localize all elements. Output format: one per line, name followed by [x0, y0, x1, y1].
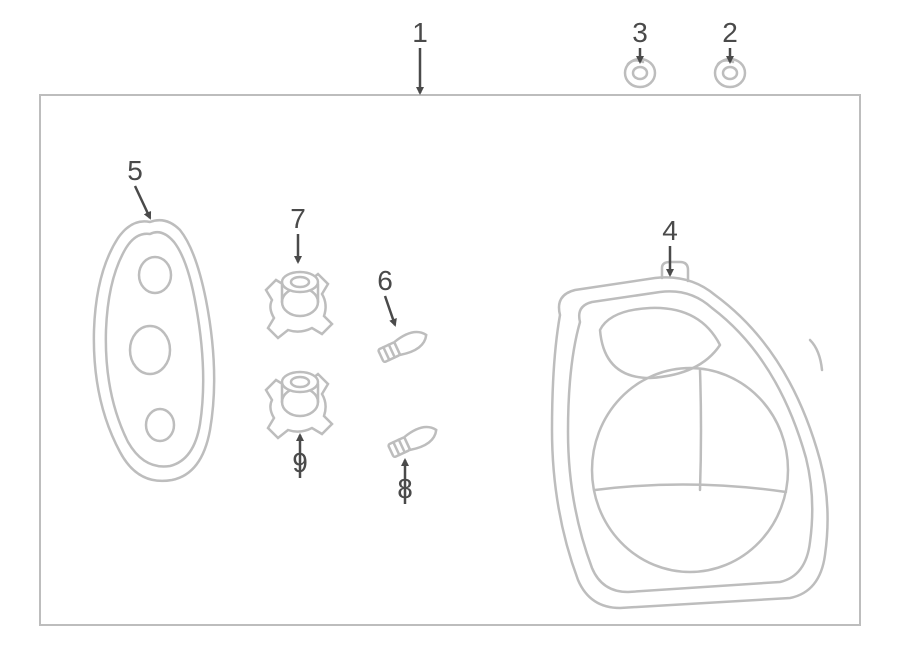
gasket-5: [94, 220, 214, 481]
callout-2: 2: [722, 17, 738, 62]
grommet-3: [625, 59, 655, 87]
callout-7: 7: [290, 203, 306, 262]
callout-number-4: 4: [662, 215, 678, 246]
callout-8: 8: [397, 460, 413, 504]
callout-number-6: 6: [377, 265, 393, 296]
callout-9: 9: [292, 435, 308, 478]
socket-9: [266, 372, 332, 438]
parts-diagram: 1 2 3 4 5 6 7 8 9: [0, 0, 900, 661]
callout-1: 1: [412, 17, 428, 93]
callout-number-2: 2: [722, 17, 738, 48]
callout-number-1: 1: [412, 17, 428, 48]
callout-4: 4: [662, 215, 678, 275]
callout-number-9: 9: [292, 447, 308, 478]
bulb-8: [387, 422, 440, 459]
socket-7: [266, 272, 332, 338]
tail-lamp-lens-4: [552, 262, 828, 608]
callout-number-8: 8: [397, 473, 413, 504]
bulb-6: [377, 327, 430, 364]
callout-number-5: 5: [127, 155, 143, 186]
callout-3: 3: [632, 17, 648, 62]
callout-number-3: 3: [632, 17, 648, 48]
callout-number-7: 7: [290, 203, 306, 234]
callout-6: 6: [377, 265, 395, 325]
callout-5: 5: [127, 155, 150, 218]
grommet-2: [715, 59, 745, 87]
